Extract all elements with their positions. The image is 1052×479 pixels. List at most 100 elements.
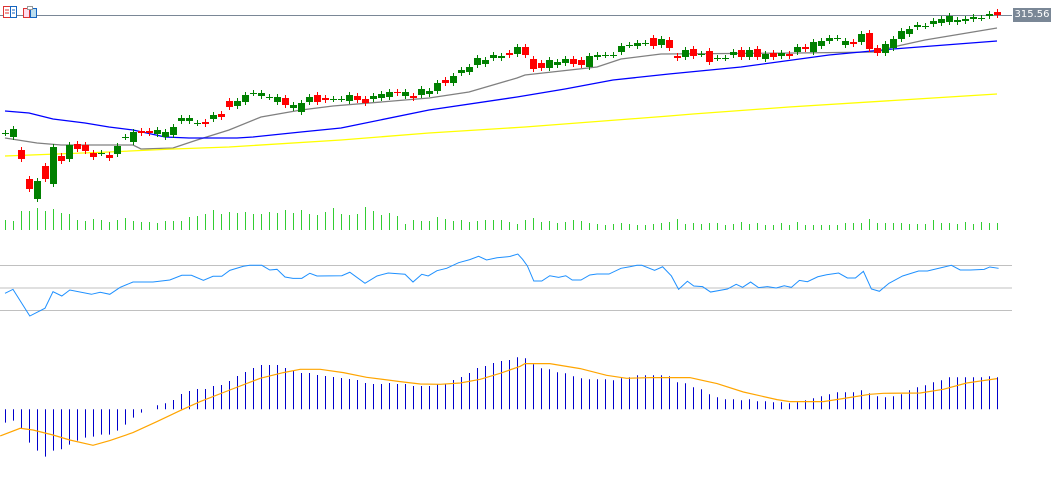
candle-body: [370, 96, 377, 99]
list-icon[interactable]: [3, 3, 17, 18]
candle-body: [946, 16, 953, 22]
candle: [138, 128, 145, 136]
candle-body: [954, 20, 961, 22]
candle: [82, 142, 89, 154]
candle-body: [354, 96, 361, 100]
candle-body: [66, 145, 73, 159]
candle-body: [146, 131, 153, 133]
candle-body: [514, 47, 521, 54]
candle-body: [522, 47, 529, 55]
candle: [810, 39, 817, 55]
candle: [634, 40, 641, 49]
candle: [274, 94, 281, 105]
candle: [930, 18, 937, 27]
candle: [2, 130, 9, 136]
candle: [530, 56, 537, 72]
candle-body: [762, 54, 769, 59]
candle-body: [642, 43, 649, 44]
candle: [282, 95, 289, 108]
candle: [602, 52, 609, 58]
candle: [802, 44, 809, 52]
candle-body: [786, 54, 793, 56]
candle: [330, 96, 337, 102]
candle: [690, 46, 697, 59]
candle-body: [770, 53, 777, 57]
candle-body: [858, 34, 865, 42]
candle: [794, 44, 801, 55]
candle-body: [882, 44, 889, 53]
candle: [98, 150, 105, 156]
candle-body: [258, 93, 265, 96]
candle: [474, 55, 481, 68]
candle-body: [306, 97, 313, 102]
candle-body: [898, 31, 905, 39]
candle: [146, 128, 153, 136]
candle-body: [202, 122, 209, 124]
candle-body: [610, 55, 617, 56]
candle: [770, 50, 777, 60]
candle: [34, 178, 41, 202]
candle: [402, 89, 409, 99]
candle-body: [26, 179, 33, 189]
candle: [466, 64, 473, 75]
price-panel: [2, 9, 1001, 202]
candle: [898, 28, 905, 42]
candle: [746, 47, 753, 60]
candle: [186, 115, 193, 124]
candle: [666, 37, 673, 51]
candle: [250, 90, 257, 96]
candle-body: [418, 89, 425, 95]
candle-body: [578, 60, 585, 65]
candle: [610, 52, 617, 58]
candle: [978, 15, 985, 21]
candle-body: [818, 41, 825, 46]
rsi-panel: [0, 253, 1012, 317]
candle: [498, 53, 505, 61]
candle: [642, 40, 649, 46]
clipboard-icon[interactable]: [23, 3, 37, 18]
candle: [762, 51, 769, 62]
candle-body: [938, 19, 945, 23]
candle: [90, 150, 97, 160]
candle-body: [746, 50, 753, 57]
candle-body: [226, 101, 233, 107]
candle: [410, 93, 417, 101]
candle-body: [410, 96, 417, 98]
candle: [314, 92, 321, 105]
candle: [202, 119, 209, 127]
candle-body: [970, 17, 977, 19]
candle-body: [602, 55, 609, 56]
candle: [18, 147, 25, 162]
candle-body: [794, 47, 801, 52]
candle-body: [978, 18, 985, 19]
candle-body: [426, 91, 433, 94]
candle: [850, 39, 857, 47]
candle: [818, 38, 825, 49]
candle-body: [106, 155, 113, 158]
moving-average-line-0: [4, 27, 998, 150]
candle: [714, 55, 721, 61]
candle-body: [346, 95, 353, 101]
candle-body: [178, 118, 185, 121]
candle: [162, 129, 169, 140]
candle-body: [2, 133, 9, 134]
candle: [298, 100, 305, 115]
candle-body: [194, 123, 201, 124]
candle-body: [130, 132, 137, 142]
candle: [266, 94, 273, 100]
candle-body: [674, 56, 681, 58]
candle: [554, 59, 561, 68]
candle: [178, 115, 185, 124]
candle-body: [114, 146, 121, 154]
candle: [658, 36, 665, 48]
candle: [994, 9, 1001, 18]
candle: [722, 55, 729, 61]
candle: [362, 96, 369, 106]
candle: [426, 88, 433, 97]
candle: [882, 41, 889, 56]
candle-body: [546, 60, 553, 68]
candle: [258, 90, 265, 99]
candle-body: [42, 166, 49, 179]
candle: [914, 22, 921, 30]
